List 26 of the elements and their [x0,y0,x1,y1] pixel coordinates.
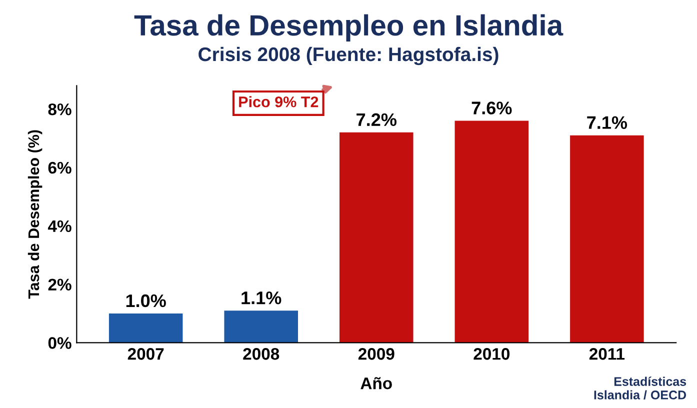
x-tick-label: 2011 [589,348,625,360]
chart-subtitle: Crisis 2008 (Fuente: Hagstofa.is) [198,46,498,66]
data-label: 1.0% [126,294,166,308]
x-axis-title: Año [360,377,392,390]
bar [224,310,298,343]
x-tick-label: 2010 [474,348,510,360]
y-axis-title: Tasa de Desempleo (%) [28,130,42,299]
y-tick-label: 8% [48,103,72,116]
x-tick-label: 2008 [243,348,280,360]
data-label: 7.1% [587,116,628,129]
bar [339,132,414,343]
y-tick-label: 6% [48,162,72,174]
bar [570,135,644,343]
data-label: 1.1% [242,292,282,304]
data-label: 7.2% [356,113,396,126]
y-tick-label: 2% [48,278,72,290]
y-tick-label: 0% [48,337,72,349]
annotation: Pico 9% T2 [239,96,318,108]
bar [108,314,183,343]
x-tick-label: 2009 [358,348,394,360]
bar [454,120,529,343]
y-tick-label: 4% [48,220,72,232]
chart-title: Tasa de Desempleo en Islandia [134,14,564,42]
data-label: 7.6% [472,102,512,114]
text: Estadísticas Islandia / OECD [594,376,686,400]
x-tick-label: 2007 [128,348,164,360]
